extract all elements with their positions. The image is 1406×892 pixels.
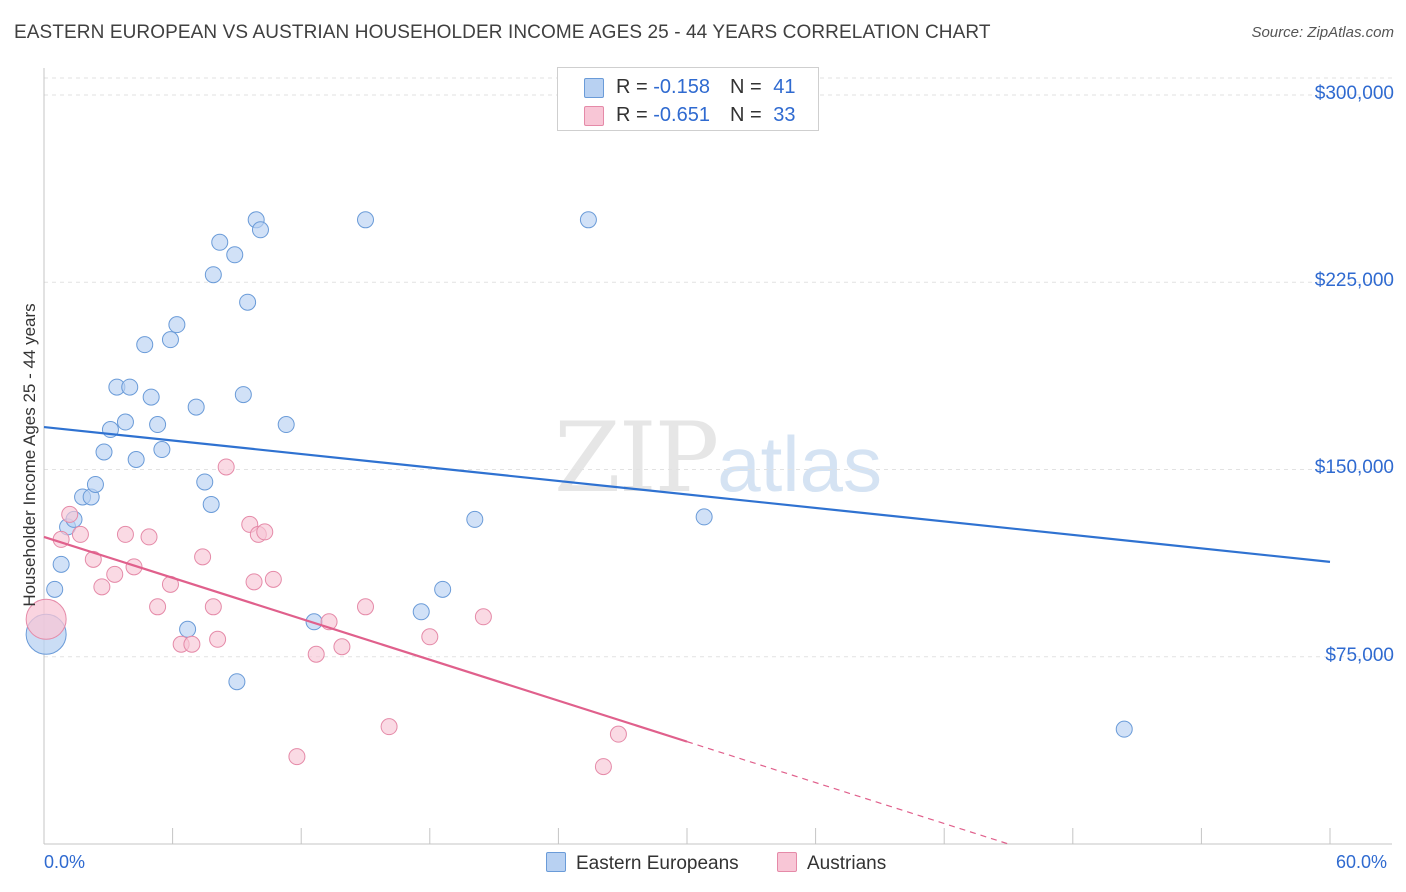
data-point-eastern-european — [211, 233, 229, 251]
data-point-austrian — [61, 505, 79, 523]
data-point-austrian — [380, 718, 398, 736]
legend-n-label: N = — [729, 104, 768, 126]
data-point-eastern-european — [52, 555, 70, 573]
legend-n-label: N = — [729, 76, 768, 98]
data-point-austrian — [474, 608, 492, 626]
data-point-austrian — [357, 598, 374, 616]
data-point-eastern-european — [412, 603, 430, 621]
legend-swatch-blue — [584, 78, 604, 98]
data-point-eastern-european — [204, 266, 222, 284]
data-point-eastern-european — [434, 580, 452, 598]
x-tick-label-min: 0.0% — [44, 852, 86, 872]
data-point-austrian — [93, 578, 111, 596]
data-point-eastern-european — [86, 475, 104, 493]
data-point-eastern-european — [46, 580, 64, 598]
legend-item-austrians: Austrians — [777, 852, 886, 875]
data-point-eastern-european — [179, 620, 197, 638]
legend-n-value: 41 — [773, 76, 796, 98]
legend-swatch-blue — [546, 852, 566, 872]
data-point-eastern-european — [127, 450, 145, 468]
trend-line-austrians-extension — [686, 741, 1009, 845]
data-point-austrian — [125, 558, 143, 576]
data-point-eastern-european — [251, 221, 269, 239]
axes — [43, 68, 1392, 845]
data-point-eastern-european — [136, 336, 154, 354]
trend-line-austrians — [43, 535, 688, 743]
data-point-austrian — [204, 598, 222, 616]
data-point-eastern-european — [202, 495, 220, 513]
data-point-eastern-european — [357, 211, 374, 229]
y-tick-label: $225,000 — [1314, 270, 1394, 292]
legend-r-label: R = — [616, 76, 654, 98]
data-point-eastern-european — [695, 508, 713, 526]
data-point-eastern-european — [196, 473, 214, 491]
data-point-eastern-european — [116, 413, 134, 431]
data-point-eastern-european — [234, 386, 252, 404]
data-point-eastern-european — [168, 316, 186, 334]
data-point-eastern-european — [153, 441, 171, 459]
legend-label: Eastern Europeans — [576, 853, 739, 874]
data-point-eastern-european — [277, 416, 295, 434]
data-point-eastern-european — [466, 510, 484, 528]
correlation-legend: R = -0.158 N = 41 R = -0.651 N = 33 — [557, 67, 819, 131]
data-point-eastern-european — [149, 416, 167, 434]
data-point-eastern-european — [228, 673, 246, 691]
trend-lines — [43, 425, 1331, 845]
watermark-atlas: atlas — [717, 420, 882, 508]
data-point-austrian — [25, 598, 67, 640]
data-point-eastern-european — [579, 211, 597, 229]
y-tick-label: $75,000 — [1325, 644, 1394, 666]
data-point-austrian — [194, 548, 212, 566]
data-point-austrian — [84, 550, 102, 568]
data-point-austrian — [217, 458, 235, 476]
gridlines — [44, 77, 1392, 658]
trend-line-eastern-europeans — [43, 425, 1331, 563]
data-point-austrian — [106, 565, 124, 583]
data-point-austrian — [183, 635, 201, 653]
data-point-eastern-european — [1115, 720, 1133, 738]
legend-swatch-pink — [777, 852, 797, 872]
source-note: Source: ZipAtlas.com — [1251, 24, 1394, 41]
y-axis-label: Householder Income Ages 25 - 44 years — [20, 303, 39, 607]
data-point-austrian — [71, 525, 89, 543]
x-tick-label-max: 60.0% — [1336, 852, 1388, 872]
data-point-eastern-european — [121, 378, 139, 396]
legend-r-label: R = — [616, 104, 654, 126]
data-point-austrian — [209, 630, 227, 648]
data-point-austrian — [256, 523, 274, 541]
data-point-austrian — [264, 570, 282, 588]
legend-r-value: -0.158 — [653, 76, 710, 98]
legend-item-eastern-europeans: Eastern Europeans — [546, 852, 739, 875]
data-point-eastern-european — [187, 398, 205, 416]
data-point-eastern-european — [95, 443, 113, 461]
data-point-austrian — [245, 573, 263, 591]
legend-swatch-pink — [584, 106, 604, 126]
data-point-austrian — [609, 725, 627, 743]
y-tick-label: $150,000 — [1314, 457, 1394, 479]
data-point-austrian — [307, 645, 325, 663]
legend-n-value: 33 — [773, 104, 796, 126]
chart-title: EASTERN EUROPEAN VS AUSTRIAN HOUSEHOLDER… — [14, 22, 991, 43]
data-point-austrian — [333, 638, 351, 656]
data-point-austrian — [140, 528, 158, 546]
data-point-austrian — [149, 598, 167, 616]
data-point-eastern-european — [239, 293, 257, 311]
data-point-austrian — [116, 525, 134, 543]
data-point-eastern-european — [226, 246, 244, 264]
data-point-austrian — [421, 628, 439, 646]
legend-label: Austrians — [807, 853, 887, 874]
y-tick-label: $300,000 — [1314, 82, 1394, 104]
data-point-austrian — [594, 758, 612, 776]
legend-r-value: -0.651 — [653, 104, 710, 126]
data-point-eastern-european — [161, 331, 179, 349]
data-points — [25, 211, 1133, 776]
data-point-austrian — [288, 748, 306, 766]
data-point-eastern-european — [142, 388, 160, 406]
